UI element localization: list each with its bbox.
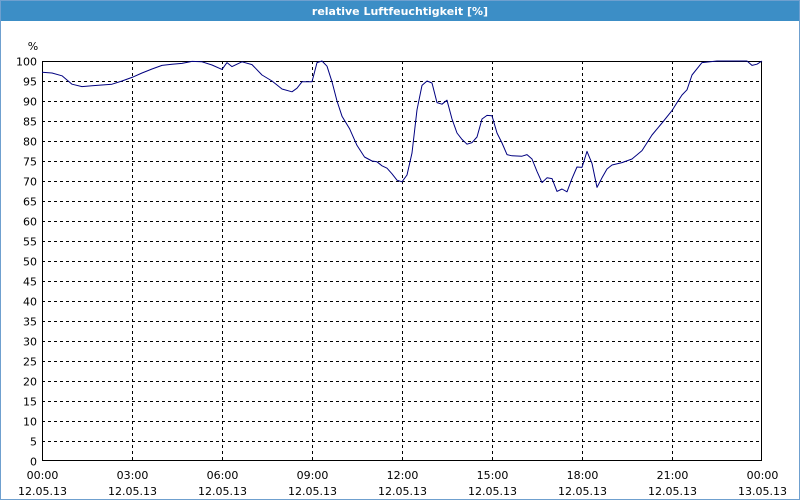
y-tick-label: 100 <box>16 56 37 69</box>
y-tick-label: 85 <box>23 116 37 129</box>
y-tick-label: 15 <box>23 396 37 409</box>
title-bar: relative Luftfeuchtigkeit [%] <box>1 1 799 21</box>
x-tick-time-label: 21:00 <box>657 469 689 482</box>
x-tick-date-label: 12.05.13 <box>648 485 697 498</box>
y-tick-label: 40 <box>23 296 37 309</box>
y-tick-label: 5 <box>30 436 37 449</box>
y-tick-label: 75 <box>23 156 37 169</box>
x-tick-time-label: 09:00 <box>297 469 329 482</box>
y-tick-label: 20 <box>23 376 37 389</box>
x-tick-date-label: 12.05.13 <box>18 485 67 498</box>
x-tick-date-label: 12.05.13 <box>558 485 607 498</box>
y-tick-label: 90 <box>23 96 37 109</box>
y-tick-label: 70 <box>23 176 37 189</box>
y-axis-label: % <box>28 40 38 53</box>
y-tick-label: 25 <box>23 356 37 369</box>
x-tick-date-label: 12.05.13 <box>198 485 247 498</box>
x-tick-date-label: 13.05.13 <box>738 485 787 498</box>
y-tick-label: 35 <box>23 316 37 329</box>
x-tick-time-label: 12:00 <box>387 469 419 482</box>
line-chart: 0 5 10 15 20 25 30 35 40 45 50 55 60 65 70 75 80 85 90 95 10… <box>16 40 787 498</box>
y-tick-label: 60 <box>23 216 37 229</box>
x-tick-time-label: 06:00 <box>207 469 239 482</box>
x-tick-date-label: 12.05.13 <box>378 485 427 498</box>
x-tick-time-label: 15:00 <box>477 469 509 482</box>
y-tick-label: 65 <box>23 196 37 209</box>
y-tick-label: 0 <box>30 456 37 469</box>
chart-title: relative Luftfeuchtigkeit [%] <box>311 4 489 18</box>
x-tick-time-label: 03:00 <box>117 469 149 482</box>
x-tick-date-label: 12.05.13 <box>108 485 157 498</box>
x-tick-time-label: 18:00 <box>567 469 599 482</box>
y-tick-label: 30 <box>23 336 37 349</box>
y-tick-label: 80 <box>23 136 37 149</box>
x-tick-time-label: 00:00 <box>27 469 59 482</box>
y-tick-label: 50 <box>23 256 37 269</box>
plot-frame <box>42 61 762 461</box>
y-tick-label: 95 <box>23 76 37 89</box>
y-tick-label: 45 <box>23 276 37 289</box>
x-tick-date-label: 12.05.13 <box>468 485 517 498</box>
y-tick-label: 10 <box>23 416 37 429</box>
x-tick-time-label: 00:00 <box>747 469 779 482</box>
humidity-series-line <box>41 60 763 193</box>
y-tick-label: 55 <box>23 236 37 249</box>
x-tick-date-label: 12.05.13 <box>288 485 337 498</box>
